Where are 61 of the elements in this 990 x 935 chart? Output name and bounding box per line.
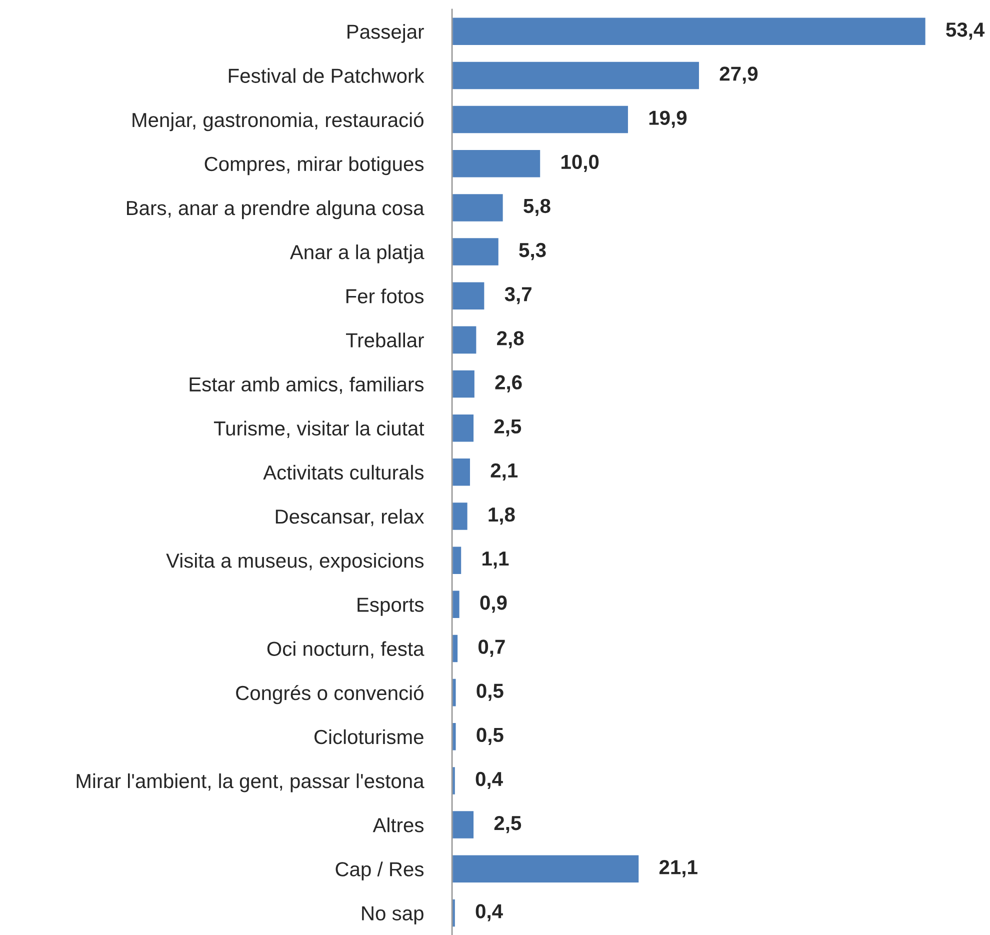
data-label: 19,9 bbox=[649, 110, 687, 128]
y-tick-label: Esports bbox=[358, 598, 424, 616]
data-label: 0,5 bbox=[476, 728, 504, 745]
bar bbox=[452, 60, 700, 90]
bar bbox=[452, 854, 640, 884]
bar bbox=[452, 368, 476, 400]
y-tick-label: Descansar, relax bbox=[276, 508, 424, 526]
bar bbox=[452, 810, 475, 840]
bar bbox=[452, 457, 472, 488]
y-tick-label: Cap / Res bbox=[336, 862, 424, 880]
data-label: 1,8 bbox=[488, 507, 515, 525]
data-label: 0,4 bbox=[476, 904, 503, 922]
data-label: 0,7 bbox=[478, 640, 505, 657]
data-label: 2,8 bbox=[497, 331, 524, 348]
bar bbox=[452, 104, 630, 135]
data-label: 5,3 bbox=[519, 242, 546, 260]
data-label: 2,1 bbox=[490, 463, 518, 480]
y-tick-label: Visita a museus, exposicions bbox=[166, 553, 424, 572]
y-tick-label: Passejar bbox=[348, 24, 424, 43]
bar bbox=[452, 633, 459, 664]
data-label: 2,5 bbox=[494, 419, 522, 436]
bar bbox=[452, 898, 456, 928]
y-tick-label: Estar amb amics, familiars bbox=[190, 376, 424, 394]
data-label: 21,1 bbox=[659, 860, 698, 878]
y-tick-label: Congrés o convenció bbox=[236, 685, 424, 704]
y-tick-label: Anar a la platja bbox=[290, 244, 424, 264]
bar bbox=[452, 148, 542, 179]
data-label: 10,0 bbox=[562, 154, 599, 172]
data-label: 0,9 bbox=[480, 596, 507, 613]
y-tick-label: Activitats culturals bbox=[263, 464, 424, 480]
y-tick-label: Menjar, gastronomia, restauració bbox=[132, 112, 424, 132]
data-label: 5,8 bbox=[524, 198, 550, 216]
bar bbox=[452, 501, 469, 532]
y-tick-label: Oci nocturn, festa bbox=[267, 641, 424, 658]
y-tick-label: Cicloturisme bbox=[314, 729, 424, 744]
data-label: 3,7 bbox=[504, 287, 532, 304]
bar bbox=[452, 324, 478, 355]
y-tick-label: Treballar bbox=[346, 332, 424, 348]
data-label: 0,4 bbox=[476, 772, 503, 790]
y-tick-label: Bars, anar a prendre alguna cosa bbox=[127, 200, 424, 220]
y-tick-label: No sap bbox=[362, 906, 424, 924]
data-label: 1,1 bbox=[482, 552, 509, 569]
y-tick-label: Festival de Patchwork bbox=[228, 68, 424, 83]
bar bbox=[452, 236, 500, 267]
bar bbox=[452, 280, 486, 311]
y-tick-label: Altres bbox=[372, 818, 424, 832]
y-tick-label: Mirar l'ambient, la gent, passar l'estona bbox=[76, 773, 424, 792]
y-tick-label: Compres, mirar botigues bbox=[204, 156, 424, 176]
bar bbox=[452, 766, 456, 796]
bar bbox=[452, 545, 462, 576]
y-tick-label: Fer fotos bbox=[346, 288, 424, 304]
data-label: 27,9 bbox=[720, 66, 758, 84]
bar bbox=[452, 192, 504, 223]
bar bbox=[452, 413, 475, 444]
y-tick-label: Turisme, visitar la ciutat bbox=[214, 420, 424, 438]
data-label: 0,5 bbox=[476, 684, 504, 701]
bar bbox=[452, 589, 461, 620]
data-label: 2,6 bbox=[495, 375, 522, 392]
bar bbox=[452, 16, 927, 46]
data-label: 53,4 bbox=[946, 22, 985, 40]
data-label: 2,5 bbox=[494, 816, 522, 834]
